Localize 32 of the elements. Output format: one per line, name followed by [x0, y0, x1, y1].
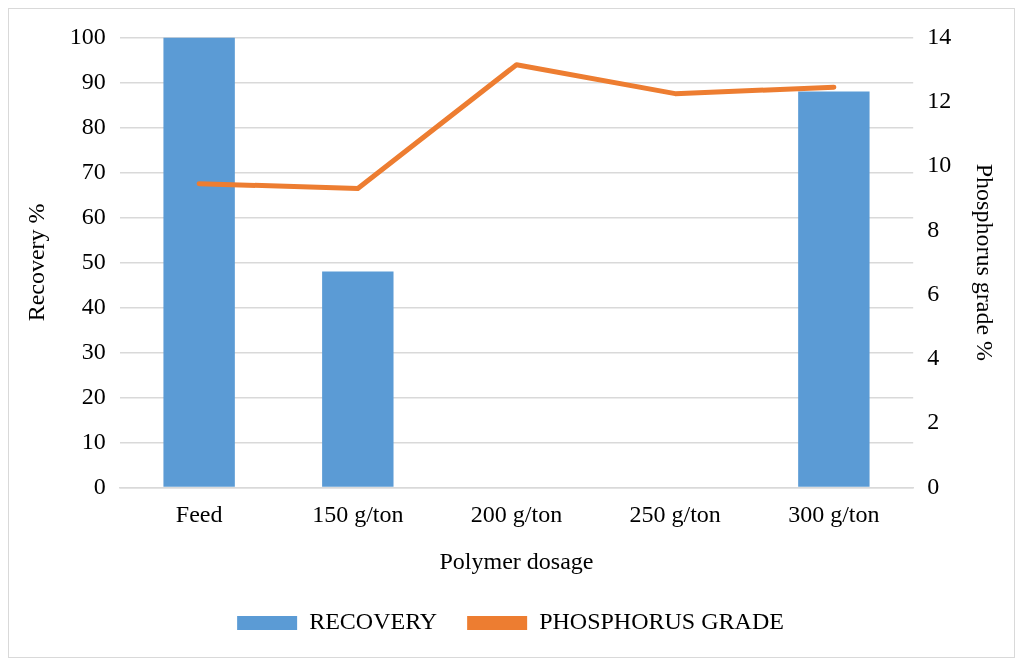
x-tick-label: 200 g/ton	[470, 501, 563, 528]
y2-tick-label: 8	[927, 215, 940, 242]
bar	[163, 37, 235, 487]
x-tick-label: Feed	[175, 501, 223, 528]
legend-label: PHOSPHORUS GRADE	[539, 608, 784, 635]
y-tick-label: 70	[81, 157, 106, 184]
y-tick-label: 50	[81, 247, 106, 274]
y2-tick-label: 14	[927, 22, 952, 49]
y-tick-label: 0	[93, 472, 106, 499]
y2-tick-label: 10	[927, 151, 952, 178]
y-tick-label: 90	[81, 67, 106, 94]
bar	[322, 271, 394, 487]
y-tick-label: 20	[81, 382, 106, 409]
y-tick-label: 60	[81, 202, 106, 229]
y-tick-label: 80	[81, 112, 106, 139]
y-tick-label: 10	[81, 427, 106, 454]
y2-tick-label: 2	[927, 408, 940, 435]
y2-tick-label: 0	[927, 472, 940, 499]
y2-tick-label: 4	[927, 344, 940, 371]
y-tick-label: 100	[69, 22, 106, 49]
y2-axis-title: Phosphorus grade %	[972, 163, 999, 362]
x-axis-title: Polymer dosage	[439, 547, 594, 574]
legend-label: RECOVERY	[309, 608, 438, 635]
x-tick-label: 250 g/ton	[629, 501, 721, 528]
y-axis-title: Recovery %	[22, 203, 49, 322]
y2-tick-label: 12	[927, 86, 952, 113]
x-tick-label: 300 g/ton	[788, 501, 880, 528]
bar	[798, 91, 870, 487]
y-tick-label: 30	[81, 337, 106, 364]
y2-tick-label: 6	[927, 279, 940, 306]
y-tick-label: 40	[81, 292, 106, 319]
x-tick-label: 150 g/ton	[312, 501, 404, 528]
